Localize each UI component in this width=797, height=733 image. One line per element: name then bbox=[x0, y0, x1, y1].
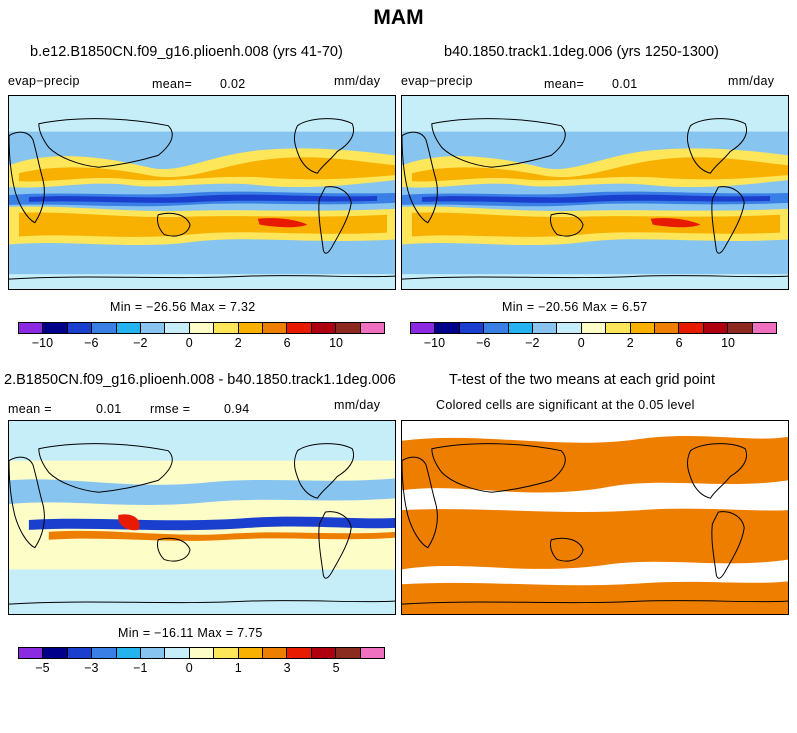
page-title: MAM bbox=[373, 6, 424, 29]
panel1-colorbar-ticks: −10 −6 −2 0 2 6 10 bbox=[18, 336, 385, 350]
panel3-title: 2.B1850CN.f09_g16.plioenh.008 - b40.1850… bbox=[4, 372, 396, 388]
colorbar-cell bbox=[581, 323, 607, 333]
colorbar-tick-label: 10 bbox=[329, 336, 344, 350]
panel2-min-max: Min = −20.56 Max = 6.57 bbox=[502, 300, 648, 314]
panel3-map bbox=[8, 420, 396, 615]
colorbar-cell bbox=[655, 323, 680, 333]
colorbar-tick-label: −1 bbox=[133, 661, 148, 675]
panel1-title: b.e12.B1850CN.f09_g16.plioenh.008 (yrs 4… bbox=[30, 44, 343, 60]
colorbar-cell bbox=[214, 648, 239, 658]
colorbar-cell bbox=[336, 648, 361, 658]
colorbar-cell bbox=[189, 323, 215, 333]
colorbar-cell bbox=[557, 323, 582, 333]
colorbar-cell bbox=[287, 648, 312, 658]
panel3-colorbar bbox=[18, 647, 385, 659]
panel4-title: T-test of the two means at each grid poi… bbox=[449, 372, 715, 388]
colorbar-cell bbox=[630, 323, 656, 333]
colorbar-tick-label: −10 bbox=[423, 336, 446, 350]
panel2-colorbar bbox=[410, 322, 777, 334]
colorbar-cell bbox=[43, 648, 68, 658]
colorbar-cell bbox=[67, 648, 93, 658]
panel2-variable-label: evap−precip bbox=[401, 74, 473, 88]
colorbar-cell bbox=[752, 323, 777, 333]
colorbar-cell bbox=[533, 323, 558, 333]
panel4-map bbox=[401, 420, 789, 615]
panel3-mean-value: 0.01 bbox=[96, 402, 122, 416]
colorbar-cell bbox=[311, 648, 337, 658]
colorbar-cell bbox=[263, 648, 288, 658]
colorbar-cell bbox=[141, 648, 166, 658]
colorbar-cell bbox=[19, 323, 44, 333]
colorbar-tick-label: 1 bbox=[234, 661, 242, 675]
panel3-rmse-label: rmse = bbox=[150, 402, 191, 416]
panel1-min-max: Min = −26.56 Max = 7.32 bbox=[110, 300, 256, 314]
colorbar-cell bbox=[728, 323, 753, 333]
colorbar-cell bbox=[679, 323, 704, 333]
colorbar-cell bbox=[238, 648, 264, 658]
panel1-mean-label: mean= bbox=[152, 77, 193, 91]
colorbar-tick-label: 6 bbox=[283, 336, 291, 350]
colorbar-tick-label: −5 bbox=[35, 661, 50, 675]
panel4-subtitle: Colored cells are significant at the 0.0… bbox=[436, 398, 695, 412]
colorbar-cell bbox=[189, 648, 215, 658]
colorbar-tick-label: 0 bbox=[185, 336, 193, 350]
panel2-mean-label: mean= bbox=[544, 77, 585, 91]
colorbar-cell bbox=[484, 323, 509, 333]
panel3-mean-label: mean = bbox=[8, 402, 52, 416]
panel3-units: mm/day bbox=[334, 398, 381, 412]
colorbar-cell bbox=[67, 323, 93, 333]
colorbar-tick-label: 10 bbox=[721, 336, 736, 350]
colorbar-tick-label: 2 bbox=[626, 336, 634, 350]
colorbar-cell bbox=[336, 323, 361, 333]
colorbar-tick-label: −10 bbox=[31, 336, 54, 350]
colorbar-cell bbox=[606, 323, 631, 333]
colorbar-tick-label: −2 bbox=[133, 336, 148, 350]
colorbar-tick-label: 0 bbox=[185, 661, 193, 675]
colorbar-tick-label: −2 bbox=[525, 336, 540, 350]
colorbar-tick-label: 5 bbox=[332, 661, 340, 675]
panel2-title: b40.1850.track1.1deg.006 (yrs 1250-1300) bbox=[444, 44, 719, 60]
colorbar-tick-label: −6 bbox=[476, 336, 491, 350]
panel2-colorbar-ticks: −10 −6 −2 0 2 6 10 bbox=[410, 336, 777, 350]
colorbar-cell bbox=[360, 648, 385, 658]
colorbar-cell bbox=[311, 323, 337, 333]
panel2-mean-value: 0.01 bbox=[612, 77, 638, 91]
colorbar-cell bbox=[43, 323, 68, 333]
colorbar-tick-label: 0 bbox=[577, 336, 585, 350]
colorbar-cell bbox=[287, 323, 312, 333]
colorbar-tick-label: −3 bbox=[84, 661, 99, 675]
colorbar-tick-label: −6 bbox=[84, 336, 99, 350]
panel2-units: mm/day bbox=[728, 74, 775, 88]
colorbar-cell bbox=[360, 323, 385, 333]
panel3-colorbar-ticks: −5 −3 −1 0 1 3 5 bbox=[18, 661, 385, 675]
colorbar-cell bbox=[508, 323, 534, 333]
colorbar-cell bbox=[92, 648, 117, 658]
colorbar-cell bbox=[214, 323, 239, 333]
panel1-mean-value: 0.02 bbox=[220, 77, 246, 91]
panel2-map bbox=[401, 95, 789, 290]
colorbar-tick-label: 6 bbox=[675, 336, 683, 350]
colorbar-tick-label: 3 bbox=[283, 661, 291, 675]
colorbar-cell bbox=[116, 323, 142, 333]
colorbar-cell bbox=[165, 648, 190, 658]
colorbar-cell bbox=[116, 648, 142, 658]
colorbar-cell bbox=[19, 648, 44, 658]
colorbar-cell bbox=[141, 323, 166, 333]
colorbar-cell bbox=[238, 323, 264, 333]
colorbar-tick-label: 2 bbox=[234, 336, 242, 350]
colorbar-cell bbox=[703, 323, 729, 333]
panel3-min-max: Min = −16.11 Max = 7.75 bbox=[118, 626, 263, 640]
panel1-variable-label: evap−precip bbox=[8, 74, 80, 88]
panel1-colorbar bbox=[18, 322, 385, 334]
colorbar-cell bbox=[435, 323, 460, 333]
colorbar-cell bbox=[263, 323, 288, 333]
colorbar-cell bbox=[165, 323, 190, 333]
colorbar-cell bbox=[92, 323, 117, 333]
panel3-rmse-value: 0.94 bbox=[224, 402, 250, 416]
panel1-units: mm/day bbox=[334, 74, 381, 88]
colorbar-cell bbox=[459, 323, 485, 333]
colorbar-cell bbox=[411, 323, 436, 333]
panel1-map bbox=[8, 95, 396, 290]
